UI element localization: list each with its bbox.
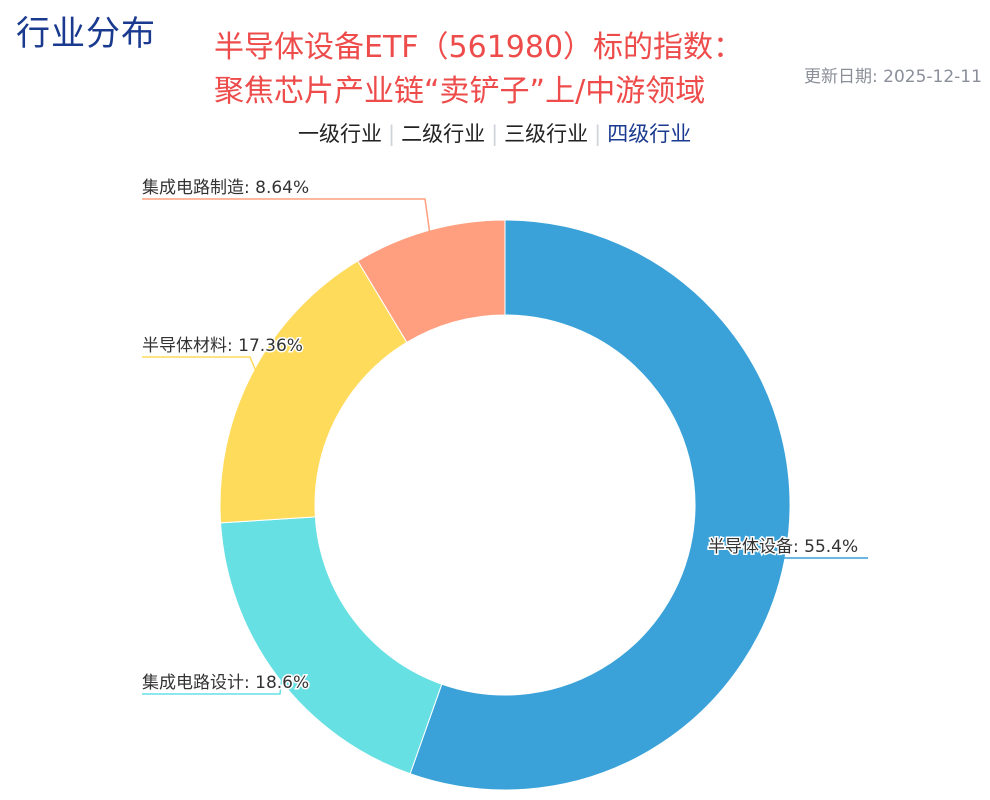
tab-level-3[interactable]: 三级行业 bbox=[504, 122, 589, 146]
slice-label: 集成电路设计: 18.6% bbox=[142, 673, 309, 693]
industry-level-tabs: 一级行业 | 二级行业 | 三级行业 | 四级行业 bbox=[298, 118, 691, 148]
label-leader-line bbox=[142, 198, 431, 237]
headline-line-1: 半导体设备ETF（561980）标的指数： bbox=[214, 30, 744, 65]
donut-slice[interactable] bbox=[409, 219, 791, 791]
tab-level-4[interactable]: 四级行业 bbox=[607, 122, 692, 146]
page-title: 行业分布 bbox=[16, 14, 156, 54]
tab-divider: | bbox=[388, 122, 396, 146]
tab-level-2[interactable]: 二级行业 bbox=[401, 122, 486, 146]
label-leader-line bbox=[142, 356, 259, 376]
update-date: 更新日期: 2025-12-11 bbox=[804, 67, 982, 87]
slice-label: 半导体材料: 17.36% bbox=[142, 336, 303, 356]
chart-headline: 半导体设备ETF（561980）标的指数： 聚焦芯片产业链“卖铲子”上/中游领域 bbox=[214, 26, 743, 114]
headline-line-2: 聚焦芯片产业链“卖铲子”上/中游领域 bbox=[214, 74, 706, 109]
slice-label: 半导体设备: 55.4% bbox=[708, 537, 858, 557]
label-leader-line bbox=[779, 552, 868, 559]
slice-label: 集成电路制造: 8.64% bbox=[142, 178, 309, 198]
tab-divider: | bbox=[594, 122, 602, 146]
label-leader-line bbox=[142, 673, 284, 695]
donut-slice[interactable] bbox=[220, 516, 443, 775]
tab-divider: | bbox=[491, 122, 499, 146]
tab-level-1[interactable]: 一级行业 bbox=[298, 122, 382, 146]
donut-slice[interactable] bbox=[357, 219, 506, 344]
donut-slice[interactable] bbox=[219, 260, 408, 524]
